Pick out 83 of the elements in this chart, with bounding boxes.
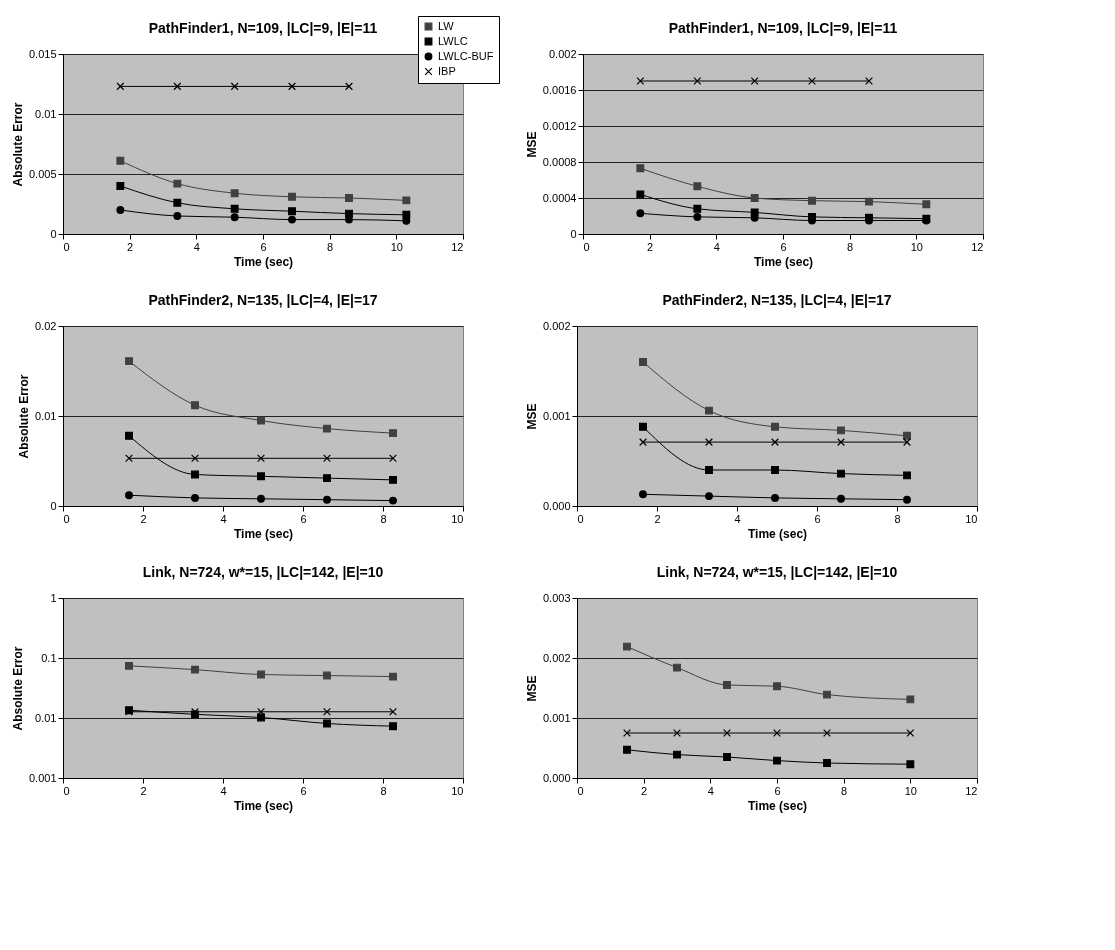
y-tick-label: 1 (50, 591, 57, 604)
x-tick-label: 0 (63, 512, 70, 525)
y-axis-title: MSE (524, 131, 539, 158)
x-tick-label: 6 (780, 240, 787, 253)
x-tick-label: 4 (707, 784, 714, 797)
y-axis-title: Absolute Error (10, 646, 25, 731)
x-tick-label: 10 (451, 512, 464, 525)
y-tick-label: 0.002 (548, 47, 577, 60)
x-tick-label: 0 (63, 240, 70, 253)
y-tick-label: 0.002 (542, 319, 571, 332)
x-tick-label: 6 (260, 240, 267, 253)
x-tick-label: 10 (451, 784, 464, 797)
chart-title: PathFinder1, N=109, |LC|=9, |E|=11 (148, 20, 378, 36)
y-tick-label: 0.000 (542, 771, 571, 784)
x-tick-label: 8 (327, 240, 334, 253)
x-tick-label: 2 (654, 512, 661, 525)
y-tick-label: 0 (570, 227, 577, 240)
x-tick-label: 8 (380, 512, 387, 525)
y-tick-label: 0.003 (542, 591, 571, 604)
chart-title: Link, N=724, w*=15, |LC|=142, |E|=10 (656, 564, 898, 580)
x-axis-title: Time (sec) (753, 254, 814, 269)
x-tick-label: 2 (127, 240, 134, 253)
y-tick-label: 0.001 (28, 771, 57, 784)
x-tick-label: 6 (300, 512, 307, 525)
x-tick-label: 12 (971, 240, 984, 253)
x-tick-label: 0 (583, 240, 590, 253)
x-axis-title: Time (sec) (233, 798, 294, 813)
y-tick-label: 0.000 (542, 499, 571, 512)
x-axis-title: Time (sec) (747, 526, 808, 541)
x-axis-title: Time (sec) (233, 526, 294, 541)
y-tick-label: 0.01 (35, 409, 57, 422)
x-tick-label: 4 (713, 240, 720, 253)
x-tick-label: 8 (841, 784, 848, 797)
y-tick-label: 0.015 (28, 47, 57, 60)
y-tick-label: 0.002 (542, 651, 571, 664)
y-axis-title: Absolute Error (10, 102, 25, 187)
x-axis-title: Time (sec) (233, 254, 294, 269)
y-tick-label: 0.001 (542, 409, 571, 422)
y-tick-label: 0 (50, 499, 57, 512)
x-tick-label: 4 (220, 784, 227, 797)
legend-label: IBP (438, 64, 456, 77)
y-tick-label: 0.01 (35, 711, 57, 724)
y-tick-label: 0.1 (41, 651, 57, 664)
x-tick-label: 10 (965, 512, 978, 525)
y-tick-label: 0.001 (542, 711, 571, 724)
x-axis-title: Time (sec) (747, 798, 808, 813)
x-tick-label: 2 (647, 240, 654, 253)
x-tick-label: 6 (814, 512, 821, 525)
chart-title: PathFinder2, N=135, |LC|=4, |E|=17 (662, 292, 892, 308)
x-tick-label: 2 (140, 512, 147, 525)
x-tick-label: 4 (734, 512, 741, 525)
y-tick-label: 0.0012 (542, 119, 577, 132)
y-tick-label: 0 (50, 227, 57, 240)
legend-label: LWLC (438, 34, 468, 47)
x-tick-label: 8 (380, 784, 387, 797)
chart-title: Link, N=724, w*=15, |LC|=142, |E|=10 (142, 564, 384, 580)
x-tick-label: 2 (140, 784, 147, 797)
y-tick-label: 0.0004 (542, 191, 577, 204)
x-tick-label: 12 (451, 240, 464, 253)
y-tick-label: 0.01 (35, 107, 57, 120)
legend-label: LWLC-BUF (438, 49, 494, 62)
x-tick-label: 8 (847, 240, 854, 253)
x-tick-label: 0 (63, 784, 70, 797)
x-tick-label: 4 (220, 512, 227, 525)
x-tick-label: 2 (641, 784, 648, 797)
legend-label: LW (438, 19, 455, 32)
chart-title: PathFinder1, N=109, |LC|=9, |E|=11 (668, 20, 898, 36)
x-tick-label: 10 (390, 240, 403, 253)
x-tick-label: 12 (965, 784, 978, 797)
y-tick-label: 0.0016 (542, 83, 577, 96)
x-tick-label: 10 (904, 784, 917, 797)
x-tick-label: 6 (774, 784, 781, 797)
y-tick-label: 0.005 (28, 167, 57, 180)
y-tick-label: 0.02 (35, 319, 57, 332)
y-axis-title: Absolute Error (17, 374, 32, 459)
y-axis-title: MSE (524, 675, 539, 702)
y-tick-label: 0.0008 (542, 155, 577, 168)
chart-title: PathFinder2, N=135, |LC|=4, |E|=17 (148, 292, 378, 308)
x-tick-label: 4 (193, 240, 200, 253)
x-tick-label: 10 (910, 240, 923, 253)
x-tick-label: 6 (300, 784, 307, 797)
x-tick-label: 8 (894, 512, 901, 525)
y-axis-title: MSE (524, 403, 539, 430)
